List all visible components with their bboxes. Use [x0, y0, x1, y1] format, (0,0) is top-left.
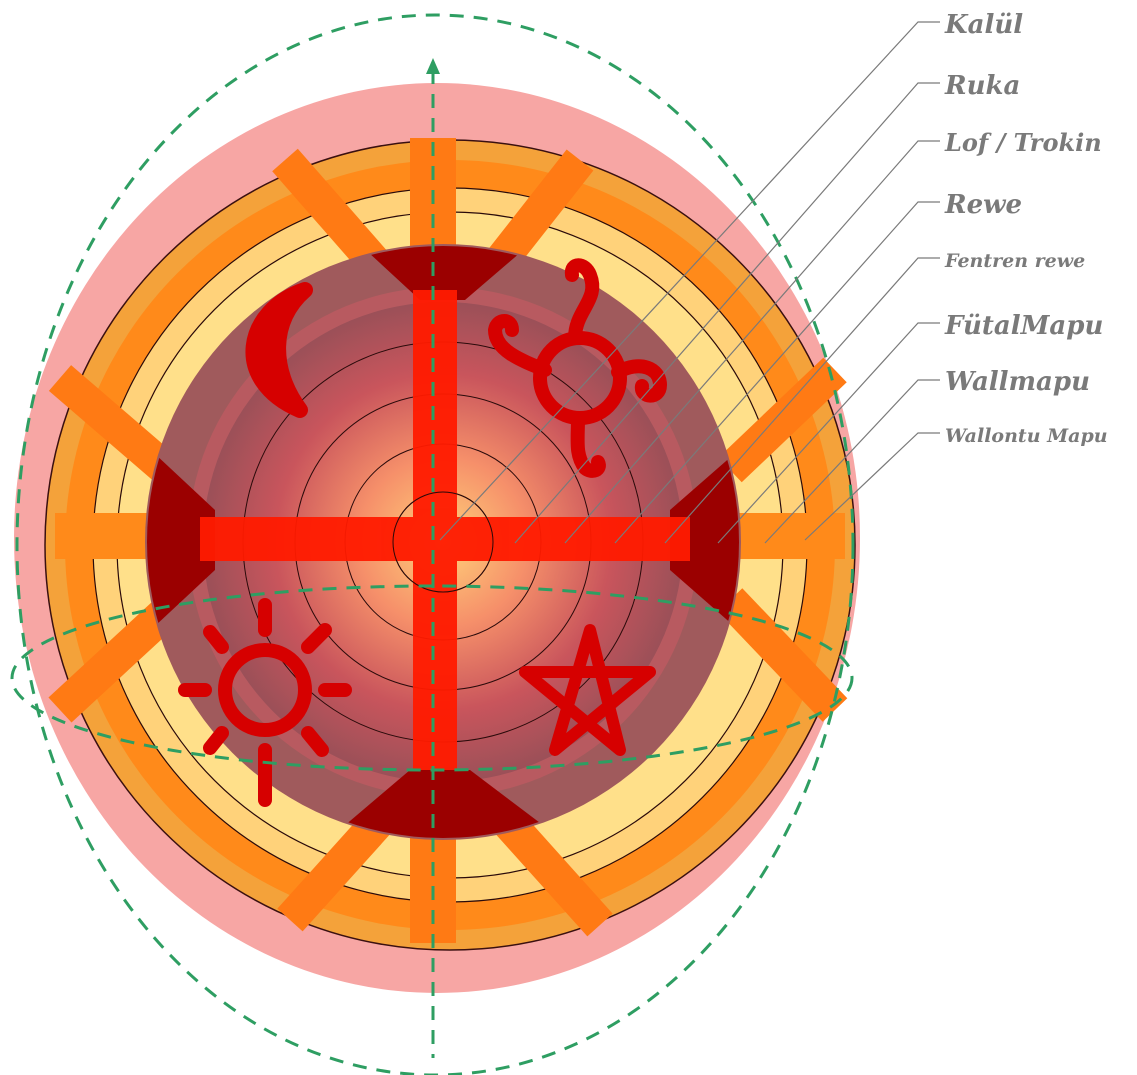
label-rewe: Rewe [944, 190, 1022, 220]
spiral-icon [487, 258, 668, 478]
leader-line-5 [717, 322, 940, 544]
leader-line-0 [439, 21, 940, 541]
leader-line-7 [804, 432, 940, 541]
label-kalul: Kalül [944, 10, 1023, 40]
guide-lines [10, 13, 855, 1075]
label-ruka: Ruka [944, 71, 1020, 101]
central-cross [200, 290, 690, 770]
label-wallmapu: Wallmapu [945, 367, 1090, 397]
label-wallontu: Wallontu Mapu [945, 425, 1108, 447]
label-fentren: Fentren rewe [944, 250, 1085, 272]
axis-arrow-icon [426, 58, 440, 74]
leader-line-6 [764, 379, 940, 544]
layer-labels: Kalül Ruka Lof / Trokin Rewe Fentren rew… [944, 10, 1108, 447]
leader-line-3 [614, 201, 940, 544]
label-lof: Lof / Trokin [944, 128, 1102, 157]
leader-line-2 [564, 140, 940, 544]
star-icon [519, 624, 656, 756]
moon-icon [245, 282, 313, 418]
label-futal: FütalMapu [944, 311, 1103, 341]
leader-line-4 [664, 257, 940, 544]
leader-line-1 [514, 82, 940, 544]
leader-lines [439, 21, 940, 544]
sun-icon [178, 598, 352, 807]
